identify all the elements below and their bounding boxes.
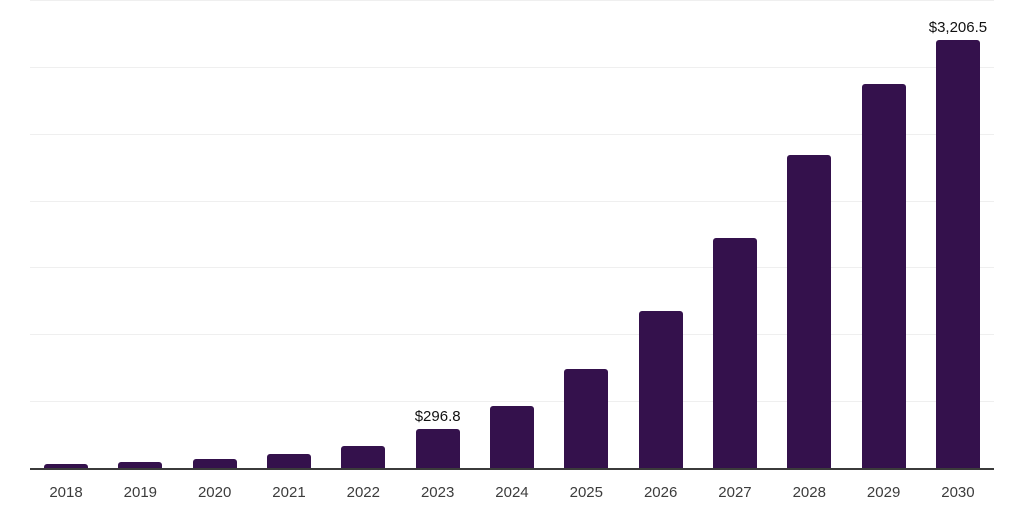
bar-slot-2018 [44, 1, 88, 469]
bar-2026 [638, 310, 683, 469]
x-tick-2023: 2023 [420, 484, 455, 501]
x-tick-2019: 2019 [123, 484, 158, 501]
bar-2030: $3,206.5 [929, 19, 987, 469]
x-tick-2020: 2020 [197, 484, 232, 501]
x-tick-2025: 2025 [569, 484, 603, 501]
bar-slot-2028 [787, 1, 832, 469]
plot-area: $296.8 $3,206.5 [30, 0, 994, 470]
bar-slot-2022 [341, 1, 386, 469]
bar-2023: $296.8 [415, 408, 461, 469]
gridline-2000 [30, 200, 994, 202]
gridline-1500 [30, 267, 994, 269]
x-tick-2029: 2029 [866, 484, 901, 501]
bar-2028 [787, 155, 832, 469]
x-tick-2027: 2027 [718, 484, 752, 501]
bar-slot-2026 [638, 1, 683, 469]
bar-2020 [192, 458, 237, 469]
bar-2019 [118, 461, 163, 469]
bar-slot-2020 [192, 1, 237, 469]
bar-2027 [712, 238, 757, 469]
gridline-3500 [30, 0, 994, 1]
gridlines [30, 0, 994, 469]
bar-slot-2025 [564, 1, 609, 469]
bar-slot-2027 [712, 1, 757, 469]
x-tick-2024: 2024 [495, 484, 529, 501]
bar-slot-2029 [861, 1, 906, 469]
gridline-3000 [30, 66, 994, 68]
bar-2018 [44, 464, 88, 469]
bars-row: $296.8 $3,206.5 [44, 1, 987, 469]
bar-2025 [564, 368, 609, 469]
gridline-2500 [30, 133, 994, 135]
x-tick-2030: 2030 [941, 484, 975, 501]
x-tick-2026: 2026 [643, 484, 678, 501]
x-tick-2021: 2021 [272, 484, 306, 501]
x-tick-2028: 2028 [792, 484, 826, 501]
x-axis-tick-labels: 2018 2019 2020 2021 2022 2023 2024 2025 2026 2027… [44, 484, 980, 501]
bar-2029 [861, 83, 906, 469]
bar-2024 [489, 405, 534, 469]
gridline-1000 [30, 334, 994, 336]
data-label-2030: $3,206.5 [928, 19, 988, 37]
x-tick-2018: 2018 [49, 484, 83, 501]
data-label-2023: $296.8 [414, 408, 461, 426]
bar-slot-2030: $3,206.5 [929, 1, 987, 469]
x-tick-2022: 2022 [346, 484, 380, 501]
bar-slot-2019 [118, 1, 163, 469]
bar-slot-2021 [266, 1, 311, 469]
gridline-500 [30, 401, 994, 403]
x-axis-line [30, 468, 994, 470]
bar-slot-2024 [489, 1, 534, 469]
bar-slot-2023: $296.8 [415, 1, 461, 469]
bar-2022 [341, 446, 386, 469]
bar-2021 [266, 454, 311, 469]
